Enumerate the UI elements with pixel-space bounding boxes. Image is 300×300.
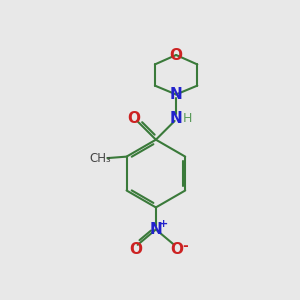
Text: O: O (128, 110, 141, 125)
Text: -: - (182, 239, 188, 253)
Text: O: O (169, 47, 183, 62)
Text: N: N (149, 222, 162, 237)
Text: O: O (170, 242, 183, 257)
Text: N: N (170, 111, 182, 126)
Text: CH₃: CH₃ (89, 152, 111, 165)
Text: O: O (129, 242, 142, 257)
Text: +: + (159, 219, 168, 229)
Text: H: H (182, 112, 192, 125)
Text: N: N (170, 87, 182, 102)
